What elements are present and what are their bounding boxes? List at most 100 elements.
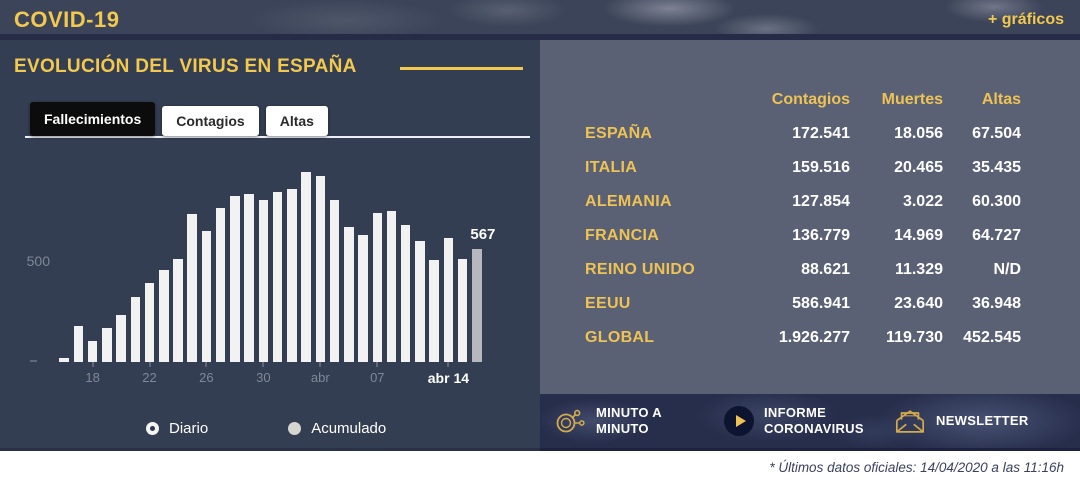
muertes-value: 14.969 [894,227,943,244]
altas-value: 36.948 [972,295,1021,312]
chart-bar-26[interactable] [429,260,439,362]
muertes-value: 11.329 [894,261,943,278]
stopwatch-icon [554,405,586,437]
last-bar-value-label: 567 [470,225,496,243]
link-newsletter[interactable]: NEWSLETTER [894,408,1029,435]
brand-title: COVID-19 [14,7,120,32]
chart-bar-27[interactable] [443,238,454,362]
graficos-link[interactable]: + gráficos [987,11,1064,28]
altas-value: 60.300 [972,193,1021,210]
chart-bar-7[interactable] [159,269,169,362]
muertes-value: 18.056 [894,125,943,142]
table-row-eeuu: EEUU 586.941 23.640 36.948 [585,287,1021,321]
contagios-value: 1.926.277 [778,329,850,346]
column-header-contagios: Contagios [771,91,850,108]
tab-altas[interactable]: Altas [265,106,328,136]
chart-bar-13[interactable] [244,194,254,362]
chart-bar-21[interactable] [358,234,368,362]
page-footer: * Últimos datos oficiales: 14/04/2020 a … [0,451,1080,483]
altas-value: 452.545 [963,329,1021,346]
chart-bar-17[interactable] [301,172,311,362]
country-name: GLOBAL [585,329,655,346]
chart-bar-24[interactable] [400,225,411,362]
x-axis-tick [376,362,379,367]
chart-bar-2[interactable] [87,340,98,362]
radio-acumulado[interactable]: Acumulado [288,420,386,437]
table-row-alemania: ALEMANIA 127.854 3.022 60.300 [585,185,1021,219]
contagios-value: 159.516 [792,159,850,176]
x-axis-label-26: 26 [199,370,214,385]
footnote: * Últimos datos oficiales: 14/04/2020 a … [769,459,1064,475]
country-name: ESPAÑA [585,125,653,142]
chart-bar-15[interactable] [272,192,283,362]
chart-bar-25[interactable] [415,241,425,362]
link-label: NEWSLETTER [936,412,1029,428]
radio-button-icon[interactable] [288,422,302,435]
x-axis-tick [205,362,208,367]
tab-contagios[interactable]: Contagios [162,106,259,136]
chart-bar-20[interactable] [344,227,354,362]
muertes-value: 3.022 [902,193,943,210]
chart-bar-6[interactable] [144,283,155,362]
tab-fallecimientos[interactable]: Fallecimientos [30,102,156,136]
link-label: INFORME CORONAVIRUS [764,404,864,436]
chart-bar-28[interactable] [457,258,468,362]
chart-bar-3[interactable] [102,328,112,362]
play-icon [724,406,754,436]
x-axis-label-07: 07 [370,370,385,385]
chart-bar-19[interactable] [329,200,340,362]
chart-bar-22[interactable] [372,213,382,362]
chart-tabs: Fallecimientos Contagios Altas [30,102,335,136]
y-axis-zero-tick [30,360,37,362]
chart-bar-1[interactable] [73,325,84,362]
chart-bar-16[interactable] [287,189,297,362]
countries-table: Contagios Muertes Altas ESPAÑA 172.541 18.056… [585,83,1021,355]
chart-bar-8[interactable] [173,259,183,362]
radio-button-icon[interactable] [146,422,159,435]
link-minuto-a-minuto[interactable]: MINUTO A MINUTO [554,405,724,438]
column-header-altas: Altas [981,91,1021,108]
chart-bar-14[interactable] [258,199,269,362]
chart-bar-23[interactable] [386,210,397,362]
x-axis-label-30: 30 [256,370,271,385]
radio-label: Acumulado [311,420,387,437]
country-name: ALEMANIA [585,193,672,210]
contagios-value: 88.621 [801,261,850,278]
muertes-value: 23.640 [894,295,943,312]
radio-diario[interactable]: Diario [146,420,208,437]
muertes-value: 20.465 [894,159,943,176]
muertes-value: 119.730 [886,329,943,346]
contagios-value: 172.541 [792,125,850,142]
chart-bar-4[interactable] [116,315,126,362]
chart-bar-29[interactable] [472,248,482,362]
link-label: MINUTO A MINUTO [596,404,662,436]
table-row-espana: ESPAÑA 172.541 18.056 67.504 [585,117,1021,151]
deaths-bar-chart: 18 22 26 30 abr 07 abr 14 567 [57,144,495,386]
chart-bar-11[interactable] [215,208,226,362]
chart-bar-0[interactable] [59,357,69,362]
y-axis-label-500: 500 [26,253,50,269]
x-axis-label-18: 18 [85,370,100,385]
title-underline [400,67,523,70]
top-header: COVID-19 + gráficos [0,0,1080,40]
chart-bar-9[interactable] [187,214,197,362]
chart-bar-18[interactable] [315,175,326,362]
x-axis-tick [262,362,265,367]
evolution-panel: EVOLUCIÓN DEL VIRUS EN ESPAÑA Fallecimie… [0,40,540,448]
table-row-francia: FRANCIA 136.779 14.969 64.727 [585,219,1021,253]
chart-bar-5[interactable] [130,297,141,362]
x-axis-tick [447,362,450,367]
x-axis-label-abr-14: abr 14 [427,370,470,386]
chart-bar-10[interactable] [201,231,212,362]
chart-bar-12[interactable] [230,195,240,362]
column-header-muertes: Muertes [881,91,943,108]
link-informe-coronavirus[interactable]: INFORME CORONAVIRUS [724,405,894,438]
envelope-icon [894,408,926,435]
main-content: EVOLUCIÓN DEL VIRUS EN ESPAÑA Fallecimie… [0,40,1080,451]
table-header-row: Contagios Muertes Altas [585,83,1021,117]
countries-panel: Contagios Muertes Altas ESPAÑA 172.541 18.056… [540,40,1080,451]
x-axis-tick [148,362,151,367]
table-row-global: GLOBAL 1.926.277 119.730 452.545 [585,321,1021,355]
altas-value: 35.435 [972,159,1021,176]
